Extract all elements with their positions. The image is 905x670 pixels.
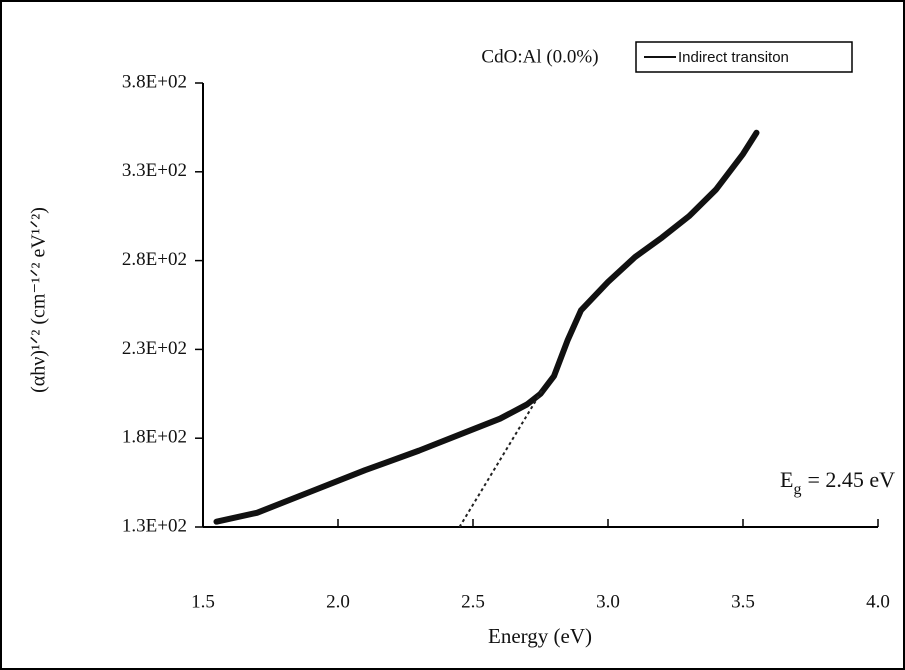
- gap-label: Eg = 2.45 eV: [780, 467, 895, 498]
- annotation: CdO:Al (0.0%): [481, 46, 598, 67]
- x-tick-label: 2.5: [461, 591, 485, 612]
- y-tick-label: 2.8E+02: [122, 249, 187, 270]
- gap-subscript: g: [793, 481, 801, 498]
- y-tick-label: 3.3E+02: [122, 160, 187, 181]
- y-tick-label: 3.8E+02: [122, 71, 187, 92]
- gap-text: = 2.45 eV: [807, 467, 895, 492]
- x-tick-label: 3.5: [731, 591, 755, 612]
- y-axis-title: (αhν)¹ᐟ² (cm⁻¹ᐟ² eV¹ᐟ²): [28, 207, 50, 393]
- x-tick-label: 2.0: [326, 591, 350, 612]
- x-tick-label: 3.0: [596, 591, 620, 612]
- x-tick-label: 1.5: [191, 591, 215, 612]
- data-line: [213, 129, 760, 525]
- y-tick-label: 2.3E+02: [122, 338, 187, 359]
- y-tick-label: 1.3E+02: [122, 515, 187, 536]
- gap-symbol: E: [780, 467, 793, 492]
- x-axis-title: Energy (eV): [488, 624, 592, 648]
- x-tick-label: 4.0: [866, 591, 890, 612]
- fit-line: [458, 387, 545, 528]
- legend-label: Indirect transiton: [678, 49, 789, 66]
- y-tick-label: 1.8E+02: [122, 427, 187, 448]
